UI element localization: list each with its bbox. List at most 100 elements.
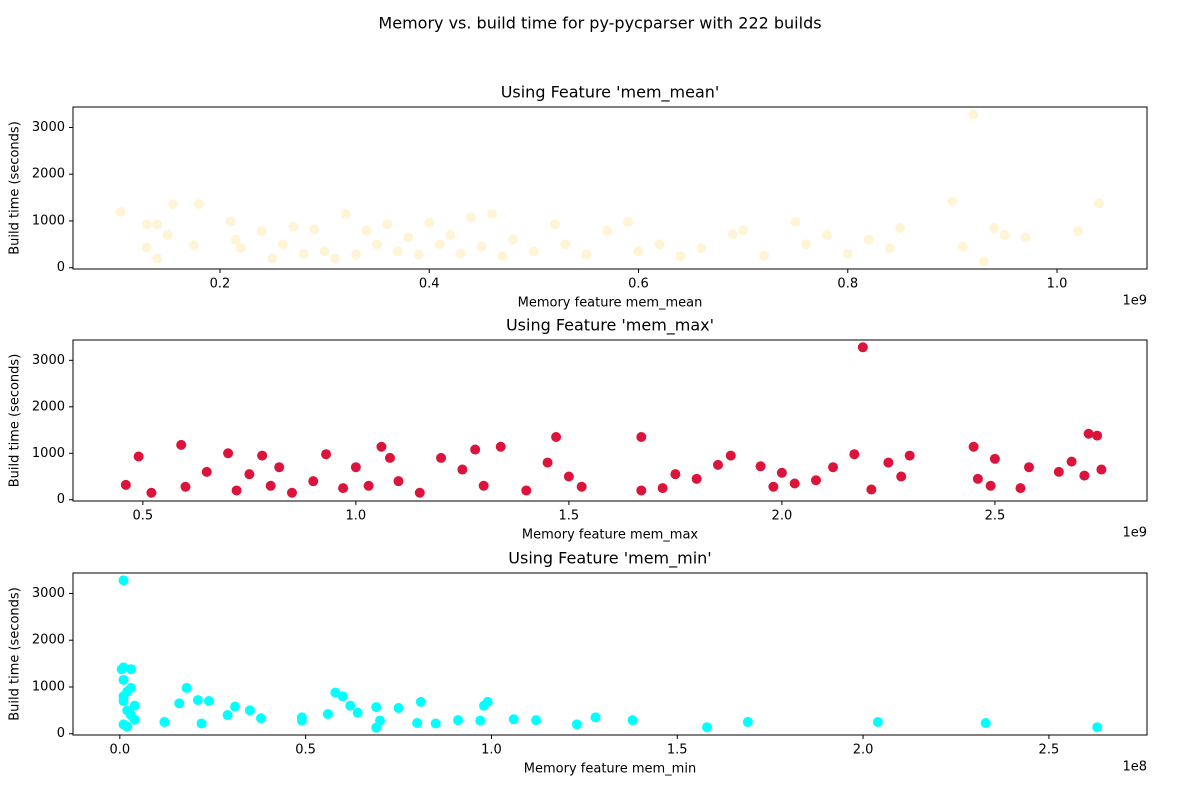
point	[330, 253, 341, 264]
x-offset-label: 1e9	[1122, 526, 1147, 541]
point	[225, 216, 236, 227]
point	[581, 249, 592, 260]
x-tick-label: 0.2	[210, 277, 231, 292]
point	[495, 441, 506, 452]
point	[872, 717, 883, 728]
point	[563, 471, 574, 482]
point	[141, 219, 152, 230]
point	[849, 449, 860, 460]
point	[507, 234, 518, 245]
point	[371, 239, 382, 250]
point	[1023, 462, 1034, 473]
point	[1096, 464, 1107, 475]
y-tick-label: 3000	[32, 120, 65, 135]
point	[508, 714, 519, 725]
point	[319, 246, 330, 257]
point	[162, 230, 173, 241]
x-tick-label: 0.8	[837, 277, 858, 292]
y-tick-label: 0	[57, 726, 65, 741]
point	[288, 221, 299, 232]
point	[256, 226, 267, 237]
axes-title: Using Feature 'mem_mean'	[501, 83, 720, 103]
axes-title: Using Feature 'mem_min'	[508, 549, 711, 569]
point	[256, 713, 267, 724]
point	[1020, 232, 1031, 243]
point	[800, 239, 811, 250]
point	[866, 484, 877, 495]
point	[896, 471, 907, 482]
y-tick-label: 3000	[32, 353, 65, 368]
x-tick-label: 2.5	[1039, 743, 1060, 758]
x-tick-label: 1.5	[667, 743, 688, 758]
point	[374, 715, 385, 726]
point	[265, 480, 276, 491]
point	[337, 691, 348, 702]
point	[828, 462, 839, 473]
point	[194, 199, 205, 210]
point	[742, 717, 753, 728]
axes-frame	[72, 106, 1148, 270]
point	[1072, 226, 1083, 237]
point	[192, 695, 203, 706]
axes-frame	[72, 572, 1148, 736]
point	[351, 249, 362, 260]
x-axis-label: Memory feature mem_min	[524, 762, 696, 777]
point	[453, 715, 464, 726]
point	[296, 712, 307, 723]
point	[857, 342, 868, 353]
point	[1015, 483, 1026, 494]
point	[636, 431, 647, 442]
point	[436, 452, 447, 463]
point	[470, 444, 481, 455]
y-tick-label: 2000	[32, 167, 65, 182]
point	[309, 224, 320, 235]
point	[274, 462, 285, 473]
point	[414, 487, 425, 498]
point	[542, 457, 553, 468]
point	[152, 219, 163, 230]
point	[244, 469, 255, 480]
point	[521, 485, 532, 496]
y-tick-label: 0	[57, 492, 65, 507]
x-offset-label: 1e8	[1122, 760, 1147, 775]
point	[129, 700, 140, 711]
x-tick-label: 0.5	[295, 743, 316, 758]
point	[146, 487, 157, 498]
point	[1079, 470, 1090, 481]
point	[755, 461, 766, 472]
x-tick-label: 0.5	[133, 509, 154, 524]
point	[133, 451, 144, 462]
point	[675, 251, 686, 262]
point	[338, 483, 349, 494]
point	[298, 248, 309, 259]
point	[376, 441, 387, 452]
point	[1053, 466, 1064, 477]
point	[738, 225, 749, 236]
y-tick-label: 3000	[32, 586, 65, 601]
point	[180, 481, 191, 492]
point	[727, 229, 738, 240]
point	[1083, 428, 1094, 439]
point	[201, 466, 212, 477]
point	[235, 243, 246, 254]
point	[122, 721, 133, 732]
point	[159, 717, 170, 728]
point	[627, 715, 638, 726]
point	[482, 696, 493, 707]
point	[1092, 722, 1103, 733]
point	[230, 701, 241, 712]
y-axis-label: Build time (seconds)	[8, 354, 23, 488]
x-tick-label: 1.0	[346, 509, 367, 524]
point	[352, 707, 363, 718]
point	[1093, 198, 1104, 209]
axes-frame	[72, 339, 1148, 502]
point	[602, 225, 613, 236]
point	[701, 722, 712, 733]
point	[445, 230, 456, 241]
point	[424, 217, 435, 228]
x-tick-label: 0.0	[109, 743, 130, 758]
point	[821, 230, 832, 241]
point	[118, 575, 129, 586]
point	[670, 469, 681, 480]
